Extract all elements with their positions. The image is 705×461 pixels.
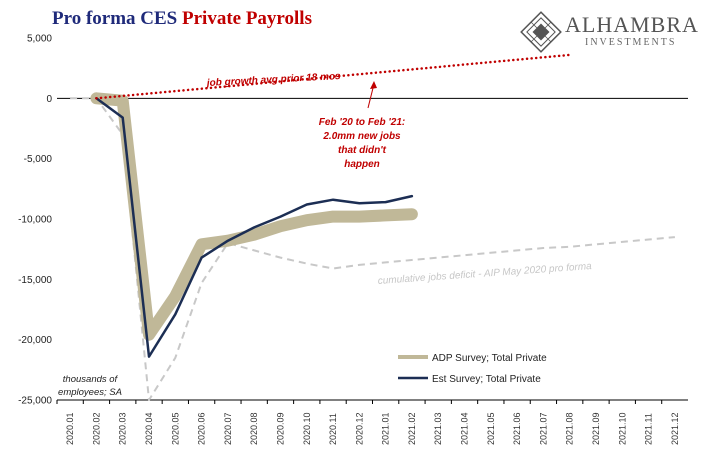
x-tick-label: 2020.09 (275, 412, 285, 445)
alhambra-logo: ALHAMBRA INVESTMENTS (515, 8, 705, 58)
x-tick-label: 2020.10 (302, 412, 312, 445)
deficit-label: cumulative jobs deficit - AIP May 2020 p… (377, 261, 592, 287)
title-part-1: Pro forma CES (52, 8, 182, 29)
x-tick-label: 2021.02 (407, 412, 417, 445)
units-line-1: thousands of (63, 374, 119, 385)
x-tick-label: 2021.10 (617, 412, 627, 445)
x-tick-label: 2020.02 (91, 412, 101, 445)
trend-label: job growth avg prior 18 mos (205, 71, 342, 89)
x-tick-label: 2021.01 (381, 412, 391, 445)
x-tick-label: 2020.12 (354, 412, 364, 445)
x-tick-label: 2020.05 (170, 412, 180, 445)
feb-arrow-head (370, 81, 377, 89)
diamond-logo-icon (520, 11, 562, 53)
x-tick-label: 2021.04 (460, 412, 470, 445)
series-layer (70, 53, 675, 401)
x-tick-label: 2020.04 (144, 412, 154, 445)
y-tick-label: -20,000 (18, 335, 52, 346)
x-tick-label: 2020.08 (249, 412, 259, 445)
y-axis: 5,000 0 -5,000 -10,000 -15,000 -20,000 -25,000 (18, 34, 52, 407)
feb-line-4: happen (344, 159, 380, 170)
series-line-deficit (70, 97, 675, 401)
units-line-2: employees; SA (58, 387, 122, 398)
y-tick-label: -25,000 (18, 396, 52, 407)
feb-line-2: 2.0mm new jobs (322, 131, 401, 142)
x-tick-label: 2020.03 (118, 412, 128, 445)
chart-title: Pro forma CES Private Payrolls (52, 8, 312, 30)
x-tick-label: 2021.06 (512, 412, 522, 445)
x-tick-label: 2021.03 (433, 412, 443, 445)
x-tick-label: 2021.05 (486, 412, 496, 445)
x-tick-label: 2020.06 (197, 412, 207, 445)
legend-label-est: Est Survey; Total Private (432, 374, 541, 385)
x-tick-label: 2021.08 (565, 412, 575, 445)
logo-sub: INVESTMENTS (585, 37, 677, 48)
y-tick-label: -10,000 (18, 215, 52, 226)
legend-label-adp: ADP Survey; Total Private (432, 353, 547, 364)
legend: ADP Survey; Total Private Est Survey; To… (398, 353, 547, 385)
feb-line-1: Feb '20 to Feb '21: (319, 117, 405, 128)
x-tick-label: 2020.07 (223, 412, 233, 445)
y-tick-label: 5,000 (27, 34, 52, 45)
feb-annotation: Feb '20 to Feb '21: 2.0mm new jobs that … (319, 117, 405, 170)
series-line-est (95, 97, 414, 358)
x-tick-label: 2020.01 (65, 412, 75, 445)
x-tick-label: 2020.11 (328, 413, 338, 445)
series-line-adp (90, 92, 418, 341)
y-tick-label: -15,000 (18, 275, 52, 286)
y-tick-label: -5,000 (24, 154, 53, 165)
feb-line-3: that didn't (338, 145, 387, 156)
x-tick-label: 2021.09 (591, 412, 601, 445)
x-tick-label: 2021.11 (644, 413, 654, 445)
title-part-2: Private Payrolls (182, 8, 312, 29)
series-line-trend (95, 53, 571, 100)
x-tick-label: 2021.12 (670, 412, 680, 445)
x-axis: 2020.01 2020.02 2020.03 2020.04 2020.05 2020.… (56, 400, 680, 445)
x-tick-label: 2021.07 (538, 412, 548, 445)
logo-name: ALHAMBRA (565, 12, 699, 37)
y-tick-label: 0 (46, 94, 52, 105)
